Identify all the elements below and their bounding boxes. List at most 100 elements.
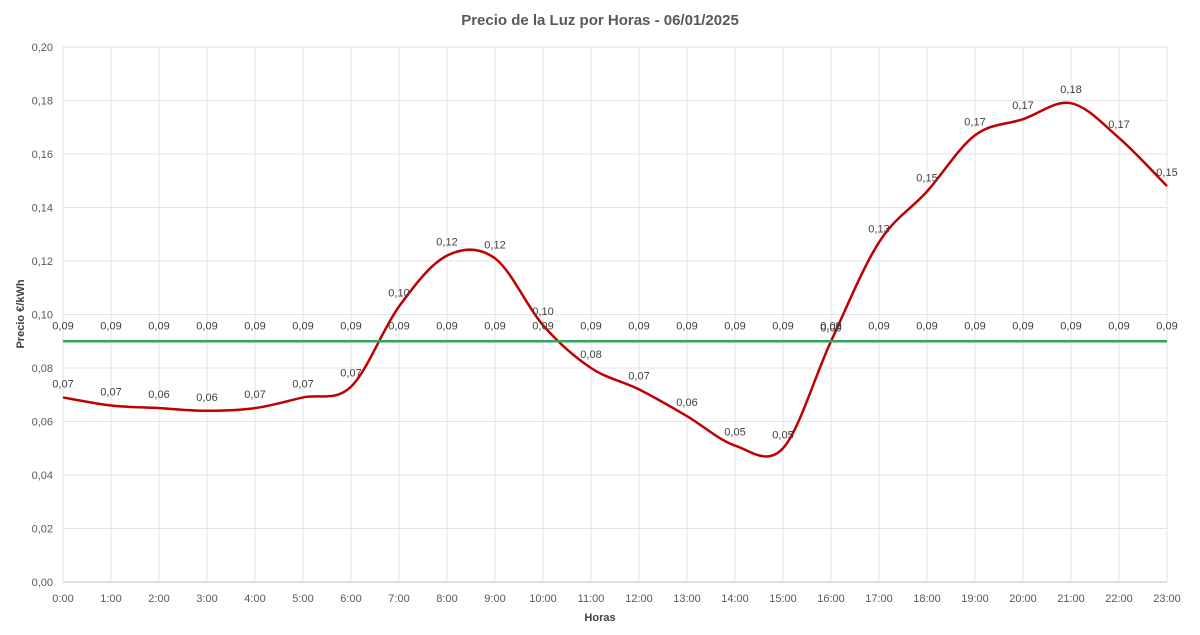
x-tick-label: 9:00 bbox=[484, 593, 505, 605]
data-point bbox=[1166, 340, 1168, 342]
data-label: 0,18 bbox=[1060, 84, 1081, 96]
data-point bbox=[1118, 340, 1120, 342]
x-tick-label: 7:00 bbox=[388, 593, 409, 605]
data-label: 0,09 bbox=[244, 320, 265, 332]
data-label: 0,17 bbox=[964, 116, 985, 128]
data-label: 0,05 bbox=[724, 427, 745, 439]
data-point bbox=[206, 410, 208, 412]
data-label: 0,07 bbox=[292, 378, 313, 390]
data-label: 0,09 bbox=[964, 320, 985, 332]
y-tick-label: 0,12 bbox=[32, 256, 53, 268]
x-tick-label: 17:00 bbox=[865, 593, 893, 605]
data-point bbox=[62, 396, 64, 398]
data-point bbox=[302, 396, 304, 398]
data-point bbox=[686, 415, 688, 417]
data-point bbox=[350, 340, 352, 342]
data-label: 0,06 bbox=[196, 392, 217, 404]
data-point bbox=[158, 340, 160, 342]
data-point bbox=[446, 254, 448, 256]
data-label: 0,09 bbox=[820, 320, 841, 332]
series-group bbox=[62, 101, 1168, 458]
data-label: 0,09 bbox=[340, 320, 361, 332]
data-label: 0,09 bbox=[388, 320, 409, 332]
data-label: 0,09 bbox=[868, 320, 889, 332]
data-label: 0,06 bbox=[148, 389, 169, 401]
data-point bbox=[1166, 185, 1168, 187]
series-line-0 bbox=[62, 101, 1168, 458]
data-point bbox=[974, 340, 976, 342]
x-axis-title: Horas bbox=[584, 612, 615, 624]
data-label: 0,10 bbox=[532, 306, 553, 318]
x-axis-ticks: 0:00 1:00 2:00 3:00 4:00 5:00 6:00 7:00 8:00 9:00… bbox=[52, 593, 1180, 605]
data-label: 0,09 bbox=[580, 320, 601, 332]
data-label: 0,09 bbox=[148, 320, 169, 332]
data-point bbox=[686, 340, 688, 342]
chart-title: Precio de la Luz por Horas - 06/01/2025 bbox=[461, 12, 739, 29]
data-point bbox=[158, 407, 160, 409]
x-tick-label: 14:00 bbox=[721, 593, 749, 605]
x-tick-label: 18:00 bbox=[913, 593, 941, 605]
x-tick-label: 21:00 bbox=[1057, 593, 1085, 605]
data-point bbox=[1118, 137, 1120, 139]
data-point bbox=[1070, 102, 1072, 104]
data-point bbox=[734, 444, 736, 446]
x-tick-label: 23:00 bbox=[1153, 593, 1181, 605]
data-point bbox=[926, 190, 928, 192]
data-point bbox=[638, 340, 640, 342]
data-point bbox=[494, 257, 496, 259]
data-label: 0,09 bbox=[196, 320, 217, 332]
x-tick-label: 15:00 bbox=[769, 593, 797, 605]
data-point bbox=[1070, 340, 1072, 342]
y-tick-label: 0,08 bbox=[32, 363, 53, 375]
data-label: 0,12 bbox=[436, 237, 457, 249]
x-tick-label: 0:00 bbox=[52, 593, 73, 605]
data-labels: 0,07 0,07 0,06 0,06 0,07 0,07 0,07 0,10 0,12 0,12… bbox=[52, 84, 1177, 441]
y-tick-label: 0,10 bbox=[32, 310, 53, 322]
data-label: 0,05 bbox=[772, 429, 793, 441]
x-tick-label: 16:00 bbox=[817, 593, 845, 605]
data-label: 0,09 bbox=[292, 320, 313, 332]
data-point bbox=[974, 134, 976, 136]
data-label: 0,09 bbox=[1156, 320, 1177, 332]
y-axis-ticks: 0,00 0,02 0,04 0,06 0,08 0,10 0,12 0,14 0,16 0,18… bbox=[32, 42, 53, 589]
data-label: 0,17 bbox=[1012, 100, 1033, 112]
data-point bbox=[926, 340, 928, 342]
data-point bbox=[350, 386, 352, 388]
x-tick-label: 10:00 bbox=[529, 593, 557, 605]
data-label: 0,06 bbox=[676, 397, 697, 409]
x-tick-label: 13:00 bbox=[673, 593, 701, 605]
data-point bbox=[542, 340, 544, 342]
data-point bbox=[734, 340, 736, 342]
y-tick-label: 0,00 bbox=[32, 577, 53, 589]
data-point bbox=[398, 340, 400, 342]
x-tick-label: 8:00 bbox=[436, 593, 457, 605]
data-label: 0,17 bbox=[1108, 119, 1129, 131]
x-tick-label: 2:00 bbox=[148, 593, 169, 605]
data-point bbox=[254, 407, 256, 409]
x-tick-label: 12:00 bbox=[625, 593, 653, 605]
x-tick-label: 19:00 bbox=[961, 593, 989, 605]
x-tick-label: 11:00 bbox=[578, 593, 605, 605]
data-label: 0,12 bbox=[484, 239, 505, 251]
data-point bbox=[590, 367, 592, 369]
data-point bbox=[782, 340, 784, 342]
x-tick-label: 5:00 bbox=[292, 593, 313, 605]
data-label: 0,13 bbox=[868, 223, 889, 235]
data-point bbox=[446, 340, 448, 342]
y-tick-label: 0,18 bbox=[32, 96, 53, 108]
data-point bbox=[398, 305, 400, 307]
data-label: 0,09 bbox=[1012, 320, 1033, 332]
x-tick-label: 4:00 bbox=[244, 593, 265, 605]
data-label: 0,09 bbox=[916, 320, 937, 332]
gridlines bbox=[62, 46, 1168, 583]
data-label: 0,09 bbox=[724, 320, 745, 332]
data-label: 0,09 bbox=[772, 320, 793, 332]
y-tick-label: 0,16 bbox=[32, 149, 53, 161]
y-tick-label: 0,02 bbox=[32, 524, 53, 536]
data-point bbox=[110, 404, 112, 406]
data-label: 0,09 bbox=[628, 320, 649, 332]
data-point bbox=[494, 340, 496, 342]
data-point bbox=[1022, 340, 1024, 342]
data-label: 0,09 bbox=[52, 320, 73, 332]
